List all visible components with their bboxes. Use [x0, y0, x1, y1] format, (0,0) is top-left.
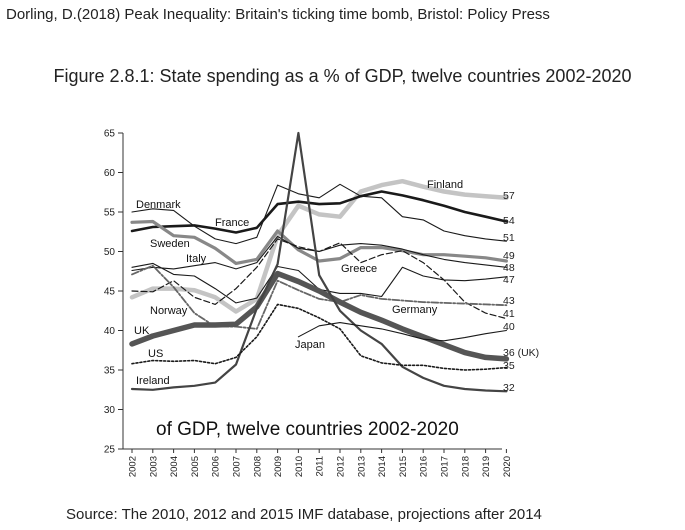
y-tick-label: 65	[104, 129, 116, 140]
end-label-sweden: 49	[503, 250, 515, 262]
series-line-greece	[131, 238, 507, 320]
x-tick-label: 2014	[377, 456, 388, 477]
inline-label-france: France	[215, 217, 249, 229]
figure-title: Figure 2.8.1: State spending as a % of G…	[53, 66, 632, 86]
y-tick-label: 25	[104, 445, 116, 456]
series-line-japan	[297, 322, 507, 342]
end-label-denmark: 51	[503, 232, 515, 244]
inline-label-uk: UK	[134, 325, 150, 337]
y-tick-label: 50	[104, 247, 116, 258]
end-label-france: 54	[503, 215, 515, 227]
series-line-sweden	[130, 219, 508, 265]
series-line-finland	[129, 178, 509, 314]
x-tick-label: 2003	[148, 456, 159, 477]
end-label-italy: 48	[503, 262, 515, 274]
end-label-ireland: 32	[503, 382, 515, 394]
end-label-uk: 36 (UK)	[503, 347, 539, 359]
end-label-norway: 43	[503, 295, 515, 307]
series-line-norway	[131, 264, 508, 330]
end-label-us: 35	[503, 360, 515, 372]
x-tick-label: 2006	[211, 456, 222, 477]
inline-label-germany: Germany	[392, 304, 438, 316]
x-tick-label: 2004	[169, 456, 180, 477]
y-tick-label: 60	[104, 168, 116, 179]
chart-series	[129, 131, 510, 393]
y-tick-label: 35	[104, 366, 116, 377]
x-tick-label: 2018	[460, 456, 471, 477]
series-line-uk	[129, 270, 510, 362]
series-line-us	[131, 303, 508, 371]
x-tick-label: 2015	[398, 456, 409, 477]
x-tick-label: 2019	[481, 456, 492, 477]
x-tick-label: 2009	[273, 456, 284, 477]
x-tick-label: 2008	[252, 456, 263, 477]
x-tick-label: 2007	[232, 456, 243, 477]
x-tick-label: 2012	[336, 456, 347, 477]
end-label-greece: 41	[503, 308, 515, 320]
y-tick-label: 55	[104, 208, 116, 219]
inline-label-finland: Finland	[427, 179, 463, 191]
inline-label-italy: Italy	[186, 253, 207, 265]
x-tick-label: 2011	[315, 456, 326, 476]
x-tick-label: 2010	[294, 456, 305, 477]
overlay-caption: of GDP, twelve countries 2002-2020	[156, 419, 459, 440]
series-line-ireland	[130, 131, 508, 393]
source-note: Source: The 2010, 2012 and 2015 IMF data…	[66, 506, 542, 523]
end-label-japan: 40	[503, 321, 515, 333]
inline-label-sweden: Sweden	[150, 238, 190, 250]
y-tick-label: 40	[104, 326, 116, 337]
x-tick-label: 2002	[128, 456, 139, 477]
inline-label-ireland: Ireland	[136, 375, 170, 387]
series-line-denmark	[131, 183, 507, 245]
x-tick-label: 2005	[190, 456, 201, 477]
x-tick-label: 2016	[419, 456, 430, 477]
inline-label-us: US	[148, 348, 163, 360]
x-tick-label: 2020	[502, 456, 513, 477]
end-label-germany: 47	[503, 274, 515, 286]
inline-label-japan: Japan	[295, 339, 325, 351]
inline-label-greece: Greece	[341, 263, 377, 275]
citation: Dorling, D.(2018) Peak Inequality: Brita…	[6, 6, 550, 23]
inline-label-denmark: Denmark	[136, 199, 181, 211]
end-label-finland: 57	[503, 190, 515, 202]
y-tick-label: 45	[104, 287, 116, 298]
x-tick-label: 2017	[440, 456, 451, 477]
chart-axes: 25 30 35 40 45 50 55 60 65 2002 2003 2004 2005 2006 20…	[104, 129, 513, 478]
series-line-france	[130, 190, 508, 234]
y-tick-label: 30	[104, 405, 116, 416]
inline-label-norway: Norway	[150, 305, 188, 317]
x-tick-label: 2013	[356, 456, 367, 477]
